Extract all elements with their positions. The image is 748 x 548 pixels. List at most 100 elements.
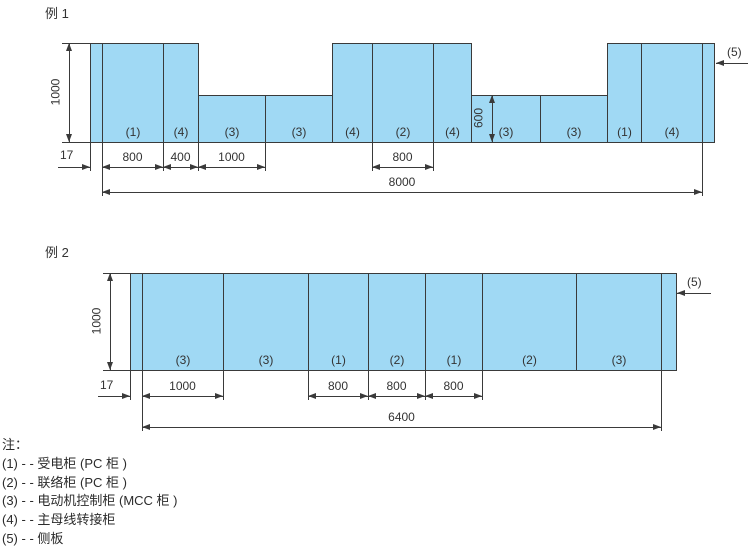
cabinet-label: (2): [395, 125, 411, 139]
cabinet-3: (3): [223, 273, 309, 371]
note-item-3: (3) - - 电动机控制柜 (MCC 柜 ): [2, 493, 178, 509]
cabinet-3: (3): [576, 273, 662, 371]
dim-value: 1000: [48, 78, 62, 105]
cabinet-label: (4): [664, 125, 680, 139]
side-panel: [702, 43, 715, 143]
dim-arrow-right: [694, 189, 702, 195]
dim-arrow-right: [215, 393, 223, 399]
extension-line: [702, 143, 703, 196]
notes-section: 注： (1) - - 受电柜 (PC 柜 ) (2) - - 联络柜 (PC 柜…: [2, 436, 177, 548]
dim-line: [110, 273, 111, 370]
dim-line: [425, 396, 482, 397]
leader-line: [716, 63, 748, 64]
example1-title: 例 1: [45, 6, 69, 21]
cabinet-label: (3): [224, 125, 240, 139]
leader-arrow: [716, 60, 724, 66]
leader-text: (5): [687, 275, 702, 289]
dim-arrow-left: [368, 393, 376, 399]
leader-text: 17: [100, 378, 114, 392]
dim-value: 1000: [218, 150, 245, 164]
leader-arrow: [82, 164, 90, 170]
dim-value: 800: [443, 379, 464, 393]
cabinet-4: (4): [433, 43, 472, 143]
cabinet-label: (3): [175, 353, 191, 367]
cabinet-1: (1): [308, 273, 369, 371]
extension-line: [62, 142, 90, 143]
dim-value: 400: [170, 150, 191, 164]
extension-line: [62, 43, 90, 44]
dim-line: [142, 396, 223, 397]
cabinet-label: (4): [445, 125, 460, 139]
dim-arrow-right: [474, 393, 482, 399]
leader-text: 17: [60, 148, 74, 162]
dim-arrow-right: [257, 164, 265, 170]
dim-arrow-left: [142, 424, 150, 430]
cabinet-label: (4): [173, 125, 189, 139]
note-item-5: (5) - - 侧板: [2, 530, 64, 546]
cabinet-2: (2): [372, 43, 434, 143]
notes-heading: 注：: [2, 437, 29, 452]
cabinet-label: (3): [611, 353, 627, 367]
extension-line: [223, 371, 224, 400]
dim-line: [492, 95, 493, 142]
dim-value: 800: [122, 150, 143, 164]
cabinet-1: (1): [425, 273, 483, 371]
dim-line: [102, 192, 702, 193]
side-panel: [661, 273, 677, 371]
dim-arrow-down: [107, 362, 113, 370]
cabinet-1: (1): [607, 43, 642, 143]
cabinet-2: (2): [368, 273, 426, 371]
dim-line: [368, 396, 425, 397]
dim-arrow-right: [653, 424, 661, 430]
dim-arrow-down: [66, 134, 72, 142]
note-item-2: (2) - - 联络柜 (PC 柜 ): [2, 474, 127, 490]
dim-line: [142, 427, 661, 428]
dim-arrow-right: [190, 164, 198, 170]
leader-line: [98, 396, 130, 397]
dim-arrow-down: [489, 134, 495, 142]
extension-line: [142, 371, 143, 431]
dim-arrow-right: [425, 164, 433, 170]
dim-value: 600: [471, 107, 485, 128]
dim-arrow-left: [102, 189, 110, 195]
dim-value: 800: [386, 379, 407, 393]
leader-text: (5): [727, 45, 742, 59]
cabinet-1: (1): [102, 43, 164, 143]
extension-line: [103, 370, 130, 371]
dim-value: 800: [392, 150, 413, 164]
dim-line: [102, 167, 163, 168]
dim-arrow-right: [155, 164, 163, 170]
cabinet-3: (3): [198, 95, 266, 143]
dim-arrow-left: [142, 393, 150, 399]
leader-line: [58, 167, 90, 168]
cabinet-4: (4): [332, 43, 373, 143]
dim-line: [198, 167, 265, 168]
cabinet-3: (3): [265, 95, 333, 143]
cabinet-label: (1): [446, 353, 462, 367]
dim-arrow-up: [489, 95, 495, 103]
leader-arrow: [677, 290, 685, 296]
cabinet-label: (4): [345, 125, 360, 139]
note-item-1: (1) - - 受电柜 (PC 柜 ): [2, 455, 127, 471]
cabinet-3: (3): [540, 95, 608, 143]
dim-arrow-up: [107, 273, 113, 281]
cabinet-label: (3): [498, 125, 514, 139]
dim-value: 6400: [388, 410, 415, 424]
leader-arrow: [122, 393, 130, 399]
cabinet-label: (1): [617, 125, 632, 139]
cabinet-4: (4): [163, 43, 199, 143]
cabinet-4: (4): [641, 43, 703, 143]
cabinet-3: (3): [471, 95, 541, 143]
dim-line: [163, 167, 198, 168]
dim-line: [308, 396, 368, 397]
extension-line: [265, 143, 266, 171]
extension-line: [433, 143, 434, 171]
dim-value: 1000: [169, 379, 196, 393]
note-item-4: (4) - - 主母线转接柜: [2, 512, 116, 528]
dim-arrow-left: [372, 164, 380, 170]
extension-line: [482, 371, 483, 400]
extension-line: [661, 371, 662, 431]
dim-value: 1000: [89, 307, 103, 334]
extension-line: [103, 273, 130, 274]
